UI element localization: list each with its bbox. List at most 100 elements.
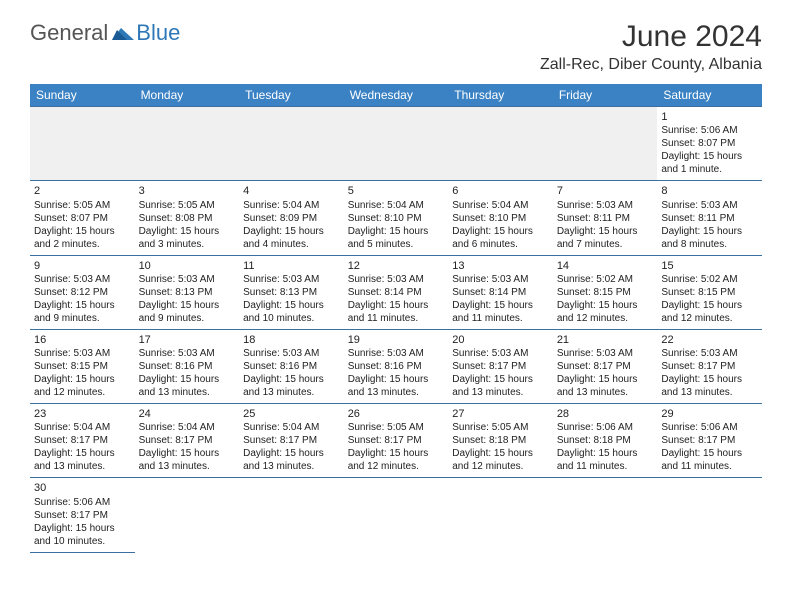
day-4: 4Sunrise: 5:04 AMSunset: 8:09 PMDaylight… [239,181,344,255]
daylight-text: Daylight: 15 hours and 12 minutes. [557,299,654,325]
day-9: 9Sunrise: 5:03 AMSunset: 8:12 PMDaylight… [30,255,135,329]
calendar-body: 1Sunrise: 5:06 AMSunset: 8:07 PMDaylight… [30,107,762,553]
day-3: 3Sunrise: 5:05 AMSunset: 8:08 PMDaylight… [135,181,240,255]
day-number: 27 [452,407,549,421]
day-19: 19Sunrise: 5:03 AMSunset: 8:16 PMDayligh… [344,329,449,403]
day-22: 22Sunrise: 5:03 AMSunset: 8:17 PMDayligh… [657,329,762,403]
day-14: 14Sunrise: 5:02 AMSunset: 8:15 PMDayligh… [553,255,658,329]
day-number: 14 [557,259,654,273]
month-title: June 2024 [540,20,762,54]
day-11: 11Sunrise: 5:03 AMSunset: 8:13 PMDayligh… [239,255,344,329]
dayname-0: Sunday [30,84,135,107]
flag-icon [112,26,134,40]
day-number: 24 [139,407,236,421]
sunrise-text: Sunrise: 5:05 AM [34,199,131,212]
day-number: 20 [452,333,549,347]
sunrise-text: Sunrise: 5:05 AM [139,199,236,212]
empty-cell [448,478,553,552]
day-23: 23Sunrise: 5:04 AMSunset: 8:17 PMDayligh… [30,404,135,478]
sunrise-text: Sunrise: 5:02 AM [661,273,758,286]
sunrise-text: Sunrise: 5:04 AM [348,199,445,212]
day-21: 21Sunrise: 5:03 AMSunset: 8:17 PMDayligh… [553,329,658,403]
sunrise-text: Sunrise: 5:03 AM [557,347,654,360]
day-number: 21 [557,333,654,347]
day-number: 4 [243,184,340,198]
sunrise-text: Sunrise: 5:04 AM [243,421,340,434]
sunset-text: Sunset: 8:09 PM [243,212,340,225]
sunset-text: Sunset: 8:18 PM [452,434,549,447]
day-number: 2 [34,184,131,198]
day-number: 30 [34,481,131,495]
daylight-text: Daylight: 15 hours and 10 minutes. [34,522,131,548]
sunset-text: Sunset: 8:17 PM [139,434,236,447]
sunrise-text: Sunrise: 5:05 AM [452,421,549,434]
daylight-text: Daylight: 15 hours and 11 minutes. [557,447,654,473]
empty-cell [239,107,344,181]
day-2: 2Sunrise: 5:05 AMSunset: 8:07 PMDaylight… [30,181,135,255]
dayname-3: Wednesday [344,84,449,107]
sunset-text: Sunset: 8:17 PM [243,434,340,447]
daylight-text: Daylight: 15 hours and 13 minutes. [139,447,236,473]
empty-cell [344,107,449,181]
day-number: 13 [452,259,549,273]
daylight-text: Daylight: 15 hours and 4 minutes. [243,225,340,251]
day-28: 28Sunrise: 5:06 AMSunset: 8:18 PMDayligh… [553,404,658,478]
sunset-text: Sunset: 8:13 PM [243,286,340,299]
sunrise-text: Sunrise: 5:03 AM [348,273,445,286]
sunrise-text: Sunrise: 5:03 AM [452,347,549,360]
day-15: 15Sunrise: 5:02 AMSunset: 8:15 PMDayligh… [657,255,762,329]
day-number: 23 [34,407,131,421]
sunset-text: Sunset: 8:08 PM [139,212,236,225]
day-16: 16Sunrise: 5:03 AMSunset: 8:15 PMDayligh… [30,329,135,403]
day-number: 11 [243,259,340,273]
daylight-text: Daylight: 15 hours and 8 minutes. [661,225,758,251]
sunset-text: Sunset: 8:17 PM [348,434,445,447]
day-26: 26Sunrise: 5:05 AMSunset: 8:17 PMDayligh… [344,404,449,478]
day-number: 1 [661,110,758,124]
sunrise-text: Sunrise: 5:03 AM [348,347,445,360]
sunrise-text: Sunrise: 5:02 AM [557,273,654,286]
sunrise-text: Sunrise: 5:06 AM [557,421,654,434]
sunset-text: Sunset: 8:17 PM [557,360,654,373]
day-12: 12Sunrise: 5:03 AMSunset: 8:14 PMDayligh… [344,255,449,329]
daylight-text: Daylight: 15 hours and 12 minutes. [452,447,549,473]
daylight-text: Daylight: 15 hours and 13 minutes. [243,447,340,473]
sunrise-text: Sunrise: 5:03 AM [243,273,340,286]
day-number: 18 [243,333,340,347]
sunset-text: Sunset: 8:17 PM [661,360,758,373]
sunset-text: Sunset: 8:17 PM [661,434,758,447]
brand-part2: Blue [136,20,180,46]
day-number: 17 [139,333,236,347]
daylight-text: Daylight: 15 hours and 6 minutes. [452,225,549,251]
sunset-text: Sunset: 8:16 PM [348,360,445,373]
location: Zall-Rec, Diber County, Albania [540,56,762,74]
empty-cell [135,478,240,552]
day-6: 6Sunrise: 5:04 AMSunset: 8:10 PMDaylight… [448,181,553,255]
sunrise-text: Sunrise: 5:03 AM [139,273,236,286]
day-number: 7 [557,184,654,198]
brand-logo: General Blue [30,20,180,46]
daylight-text: Daylight: 15 hours and 13 minutes. [139,373,236,399]
daylight-text: Daylight: 15 hours and 13 minutes. [34,447,131,473]
day-number: 26 [348,407,445,421]
header: General Blue June 2024 Zall-Rec, Diber C… [30,20,762,74]
day-17: 17Sunrise: 5:03 AMSunset: 8:16 PMDayligh… [135,329,240,403]
dayname-6: Saturday [657,84,762,107]
daylight-text: Daylight: 15 hours and 3 minutes. [139,225,236,251]
sunset-text: Sunset: 8:17 PM [34,434,131,447]
sunset-text: Sunset: 8:17 PM [452,360,549,373]
sunset-text: Sunset: 8:15 PM [557,286,654,299]
day-number: 5 [348,184,445,198]
empty-cell [448,107,553,181]
dayname-4: Thursday [448,84,553,107]
daylight-text: Daylight: 15 hours and 11 minutes. [348,299,445,325]
day-8: 8Sunrise: 5:03 AMSunset: 8:11 PMDaylight… [657,181,762,255]
sunset-text: Sunset: 8:15 PM [661,286,758,299]
day-number: 10 [139,259,236,273]
daylight-text: Daylight: 15 hours and 13 minutes. [661,373,758,399]
sunrise-text: Sunrise: 5:05 AM [348,421,445,434]
dayname-5: Friday [553,84,658,107]
sunset-text: Sunset: 8:15 PM [34,360,131,373]
sunrise-text: Sunrise: 5:04 AM [243,199,340,212]
sunset-text: Sunset: 8:18 PM [557,434,654,447]
